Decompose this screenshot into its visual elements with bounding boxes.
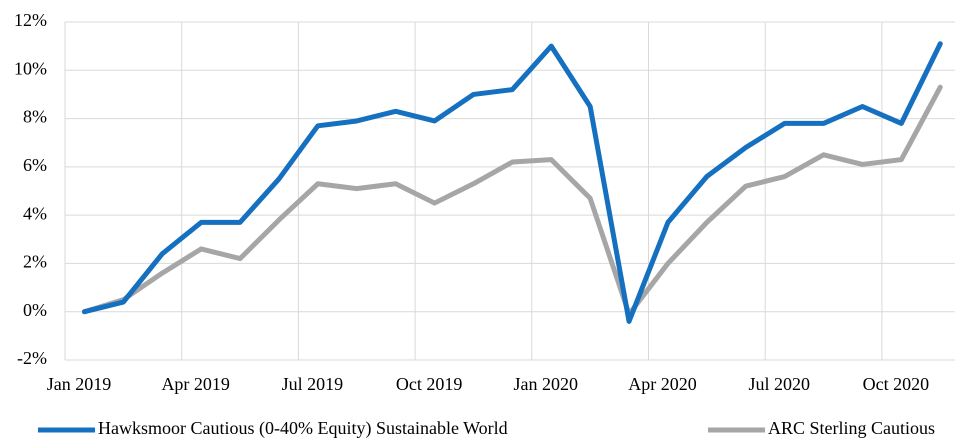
y-tick-label: 8% xyxy=(23,107,47,127)
legend-label: ARC Sterling Cautious xyxy=(768,418,935,438)
x-tick-label: Jan 2019 xyxy=(47,374,112,394)
x-tick-label: Apr 2019 xyxy=(161,374,230,394)
x-tick-label: Oct 2019 xyxy=(396,374,463,394)
y-tick-label: 10% xyxy=(14,58,47,78)
y-tick-label: 12% xyxy=(14,10,47,30)
y-tick-label: 6% xyxy=(23,155,47,175)
x-tick-label: Apr 2020 xyxy=(628,374,697,394)
legend-label: Hawksmoor Cautious (0-40% Equity) Sustai… xyxy=(98,418,508,439)
x-tick-label: Jan 2020 xyxy=(514,374,579,394)
x-tick-label: Jul 2019 xyxy=(282,374,344,394)
x-tick-label: Oct 2020 xyxy=(863,374,930,394)
x-tick-label: Jul 2020 xyxy=(748,374,810,394)
series-line xyxy=(81,84,943,317)
y-tick-label: 2% xyxy=(23,252,47,272)
y-tick-label: 0% xyxy=(23,300,47,320)
y-tick-label: -2% xyxy=(17,348,47,368)
series-line xyxy=(81,41,943,324)
y-tick-label: 4% xyxy=(23,203,47,223)
